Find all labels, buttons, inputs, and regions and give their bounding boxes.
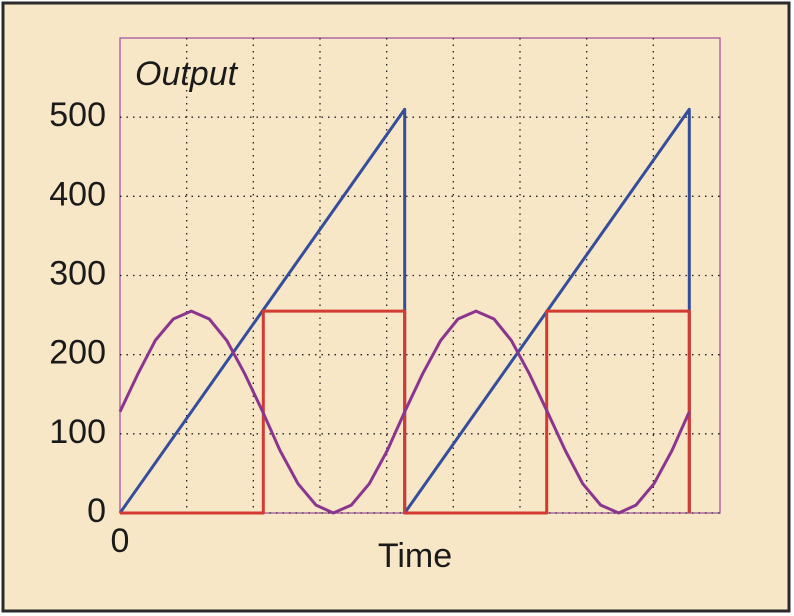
x-axis-label: Time (378, 537, 452, 575)
chart-title: Output (135, 55, 239, 93)
y-tick-label: 300 (49, 254, 106, 292)
y-tick-label: 500 (49, 96, 106, 134)
y-tick-label: 400 (49, 175, 106, 213)
y-tick-label: 0 (87, 492, 106, 530)
y-tick-label: 200 (49, 334, 106, 372)
x-tick-label: 0 (111, 522, 130, 560)
series-line (118, 309, 691, 515)
y-tick-label: 100 (49, 413, 106, 451)
series-line (120, 309, 691, 515)
